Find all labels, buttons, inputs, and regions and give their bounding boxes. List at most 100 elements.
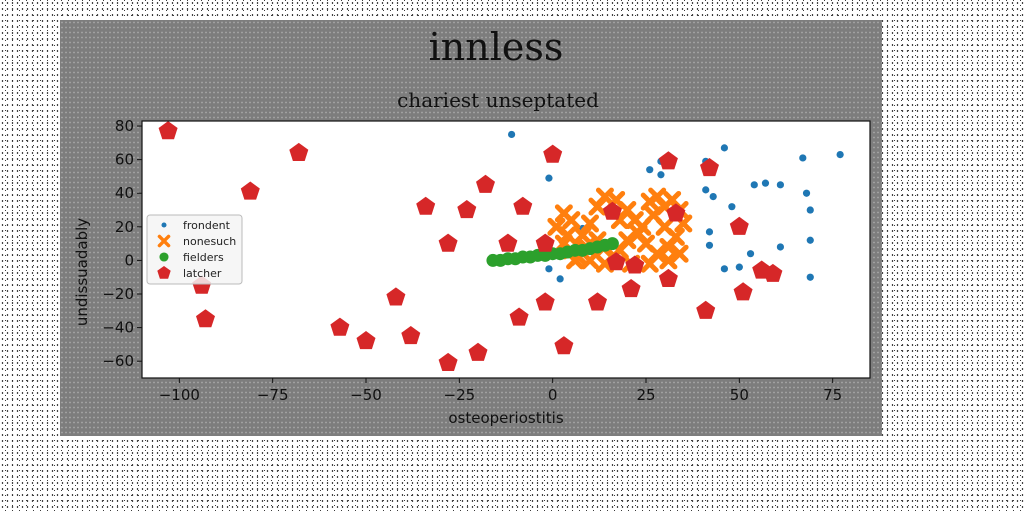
data-point-nonesuch (655, 217, 674, 236)
data-point-frondent (799, 154, 807, 162)
x-axis-label: osteoperiostitis (448, 409, 563, 427)
data-point-frondent (735, 263, 743, 271)
data-point-latcher (535, 292, 555, 311)
data-point-frondent (646, 166, 654, 174)
data-point-frondent (720, 144, 729, 152)
y-tick-label: 40 (115, 184, 134, 202)
data-point-latcher (401, 326, 421, 345)
data-point-frondent (705, 241, 714, 249)
legend-label-frondent: frondent (183, 219, 231, 232)
data-point-frondent (806, 206, 814, 214)
legend-marker-frondent (161, 222, 167, 228)
data-point-frondent (702, 186, 710, 194)
data-point-frondent (720, 265, 729, 273)
data-point-latcher (240, 181, 260, 200)
legend-label-nonesuch: nonesuch (183, 235, 236, 248)
data-point-nonesuch (558, 226, 577, 245)
data-point-nonesuch (581, 251, 599, 270)
data-point-latcher (666, 203, 686, 222)
data-point-frondent (705, 228, 714, 236)
data-point-nonesuch (562, 211, 581, 230)
data-point-frondent (836, 150, 844, 159)
data-point-frondent (761, 179, 770, 187)
data-point-fielders (605, 237, 619, 251)
legend-marker-fielders (159, 252, 169, 262)
y-tick-label: −20 (102, 285, 134, 303)
data-point-frondent (806, 273, 814, 281)
data-point-latcher (588, 292, 607, 311)
data-point-latcher (438, 233, 458, 252)
data-point-frondent (545, 265, 553, 273)
data-point-latcher (476, 174, 495, 193)
data-point-nonesuch (640, 254, 659, 273)
x-tick-label: −50 (350, 386, 382, 404)
data-point-latcher (498, 233, 518, 252)
data-point-frondent (802, 189, 811, 197)
data-point-latcher (733, 282, 753, 301)
data-point-frondent (776, 181, 785, 189)
legend-box (146, 214, 243, 285)
data-point-latcher (457, 200, 477, 219)
data-point-frondent (709, 192, 717, 201)
data-point-nonesuch (670, 244, 689, 263)
plot-frame (141, 120, 871, 379)
data-point-latcher (602, 201, 622, 220)
data-marks (158, 121, 844, 371)
data-point-latcher (438, 352, 458, 371)
data-point-frondent (508, 130, 516, 139)
x-tick-label: −25 (444, 386, 476, 404)
x-tick-label: 50 (730, 386, 749, 404)
data-point-frondent (728, 203, 736, 211)
data-point-frondent (556, 275, 564, 283)
x-tick-label: 75 (823, 386, 842, 404)
data-point-latcher (513, 196, 533, 215)
data-point-latcher (330, 317, 350, 336)
data-point-latcher (554, 336, 574, 355)
legend: frondent nonesuch fielders latcher (146, 214, 243, 285)
data-point-latcher (658, 268, 678, 287)
x-tick-label: −75 (257, 386, 289, 404)
data-point-latcher (535, 233, 555, 252)
data-point-frondent (657, 171, 665, 179)
x-tick-label: −100 (159, 386, 200, 404)
data-point-latcher (468, 342, 488, 361)
x-axis: −100 −75 −50 −25 0 25 50 75 (159, 378, 842, 404)
data-point-latcher (543, 144, 563, 163)
scatter-chart: innless chariest unseptated −100 −75 −50 −2… (73, 25, 871, 427)
data-point-latcher (289, 142, 309, 161)
data-point-latcher (763, 263, 783, 282)
legend-label-latcher: latcher (183, 267, 222, 280)
y-tick-label: 0 (124, 251, 134, 269)
data-point-latcher (729, 216, 749, 235)
data-point-latcher (625, 255, 645, 274)
data-point-latcher (356, 331, 376, 350)
data-point-frondent (776, 243, 785, 251)
data-point-latcher (196, 309, 215, 328)
y-axis: −60 −40 −20 0 20 40 60 80 (102, 117, 142, 370)
data-point-frondent (746, 250, 755, 258)
data-point-nonesuch (659, 237, 678, 256)
legend-marker-latcher (157, 266, 171, 279)
data-point-latcher (696, 300, 716, 319)
x-tick-label: 25 (636, 386, 655, 404)
data-point-latcher (621, 279, 641, 298)
data-point-frondent (750, 181, 758, 189)
data-point-nonesuch (629, 224, 648, 243)
y-tick-label: 80 (115, 117, 134, 135)
legend-marker-nonesuch (157, 234, 171, 248)
data-point-nonesuch (659, 251, 678, 270)
y-tick-label: 20 (115, 218, 134, 236)
data-point-nonesuch (581, 214, 599, 233)
y-tick-label: 60 (115, 151, 134, 169)
legend-label-fielders: fielders (183, 251, 224, 264)
y-tick-label: −40 (102, 319, 134, 337)
chart-figure: innless chariest unseptated −100 −75 −50 −2… (60, 20, 882, 436)
x-tick-label: 0 (548, 386, 558, 404)
data-point-frondent (545, 174, 553, 182)
y-axis-label: undissuadably (73, 218, 91, 326)
data-point-latcher (658, 151, 678, 170)
y-tick-label: −60 (102, 352, 134, 370)
chart-title: innless (429, 25, 564, 69)
data-point-latcher (386, 287, 406, 306)
data-point-latcher (700, 158, 719, 177)
